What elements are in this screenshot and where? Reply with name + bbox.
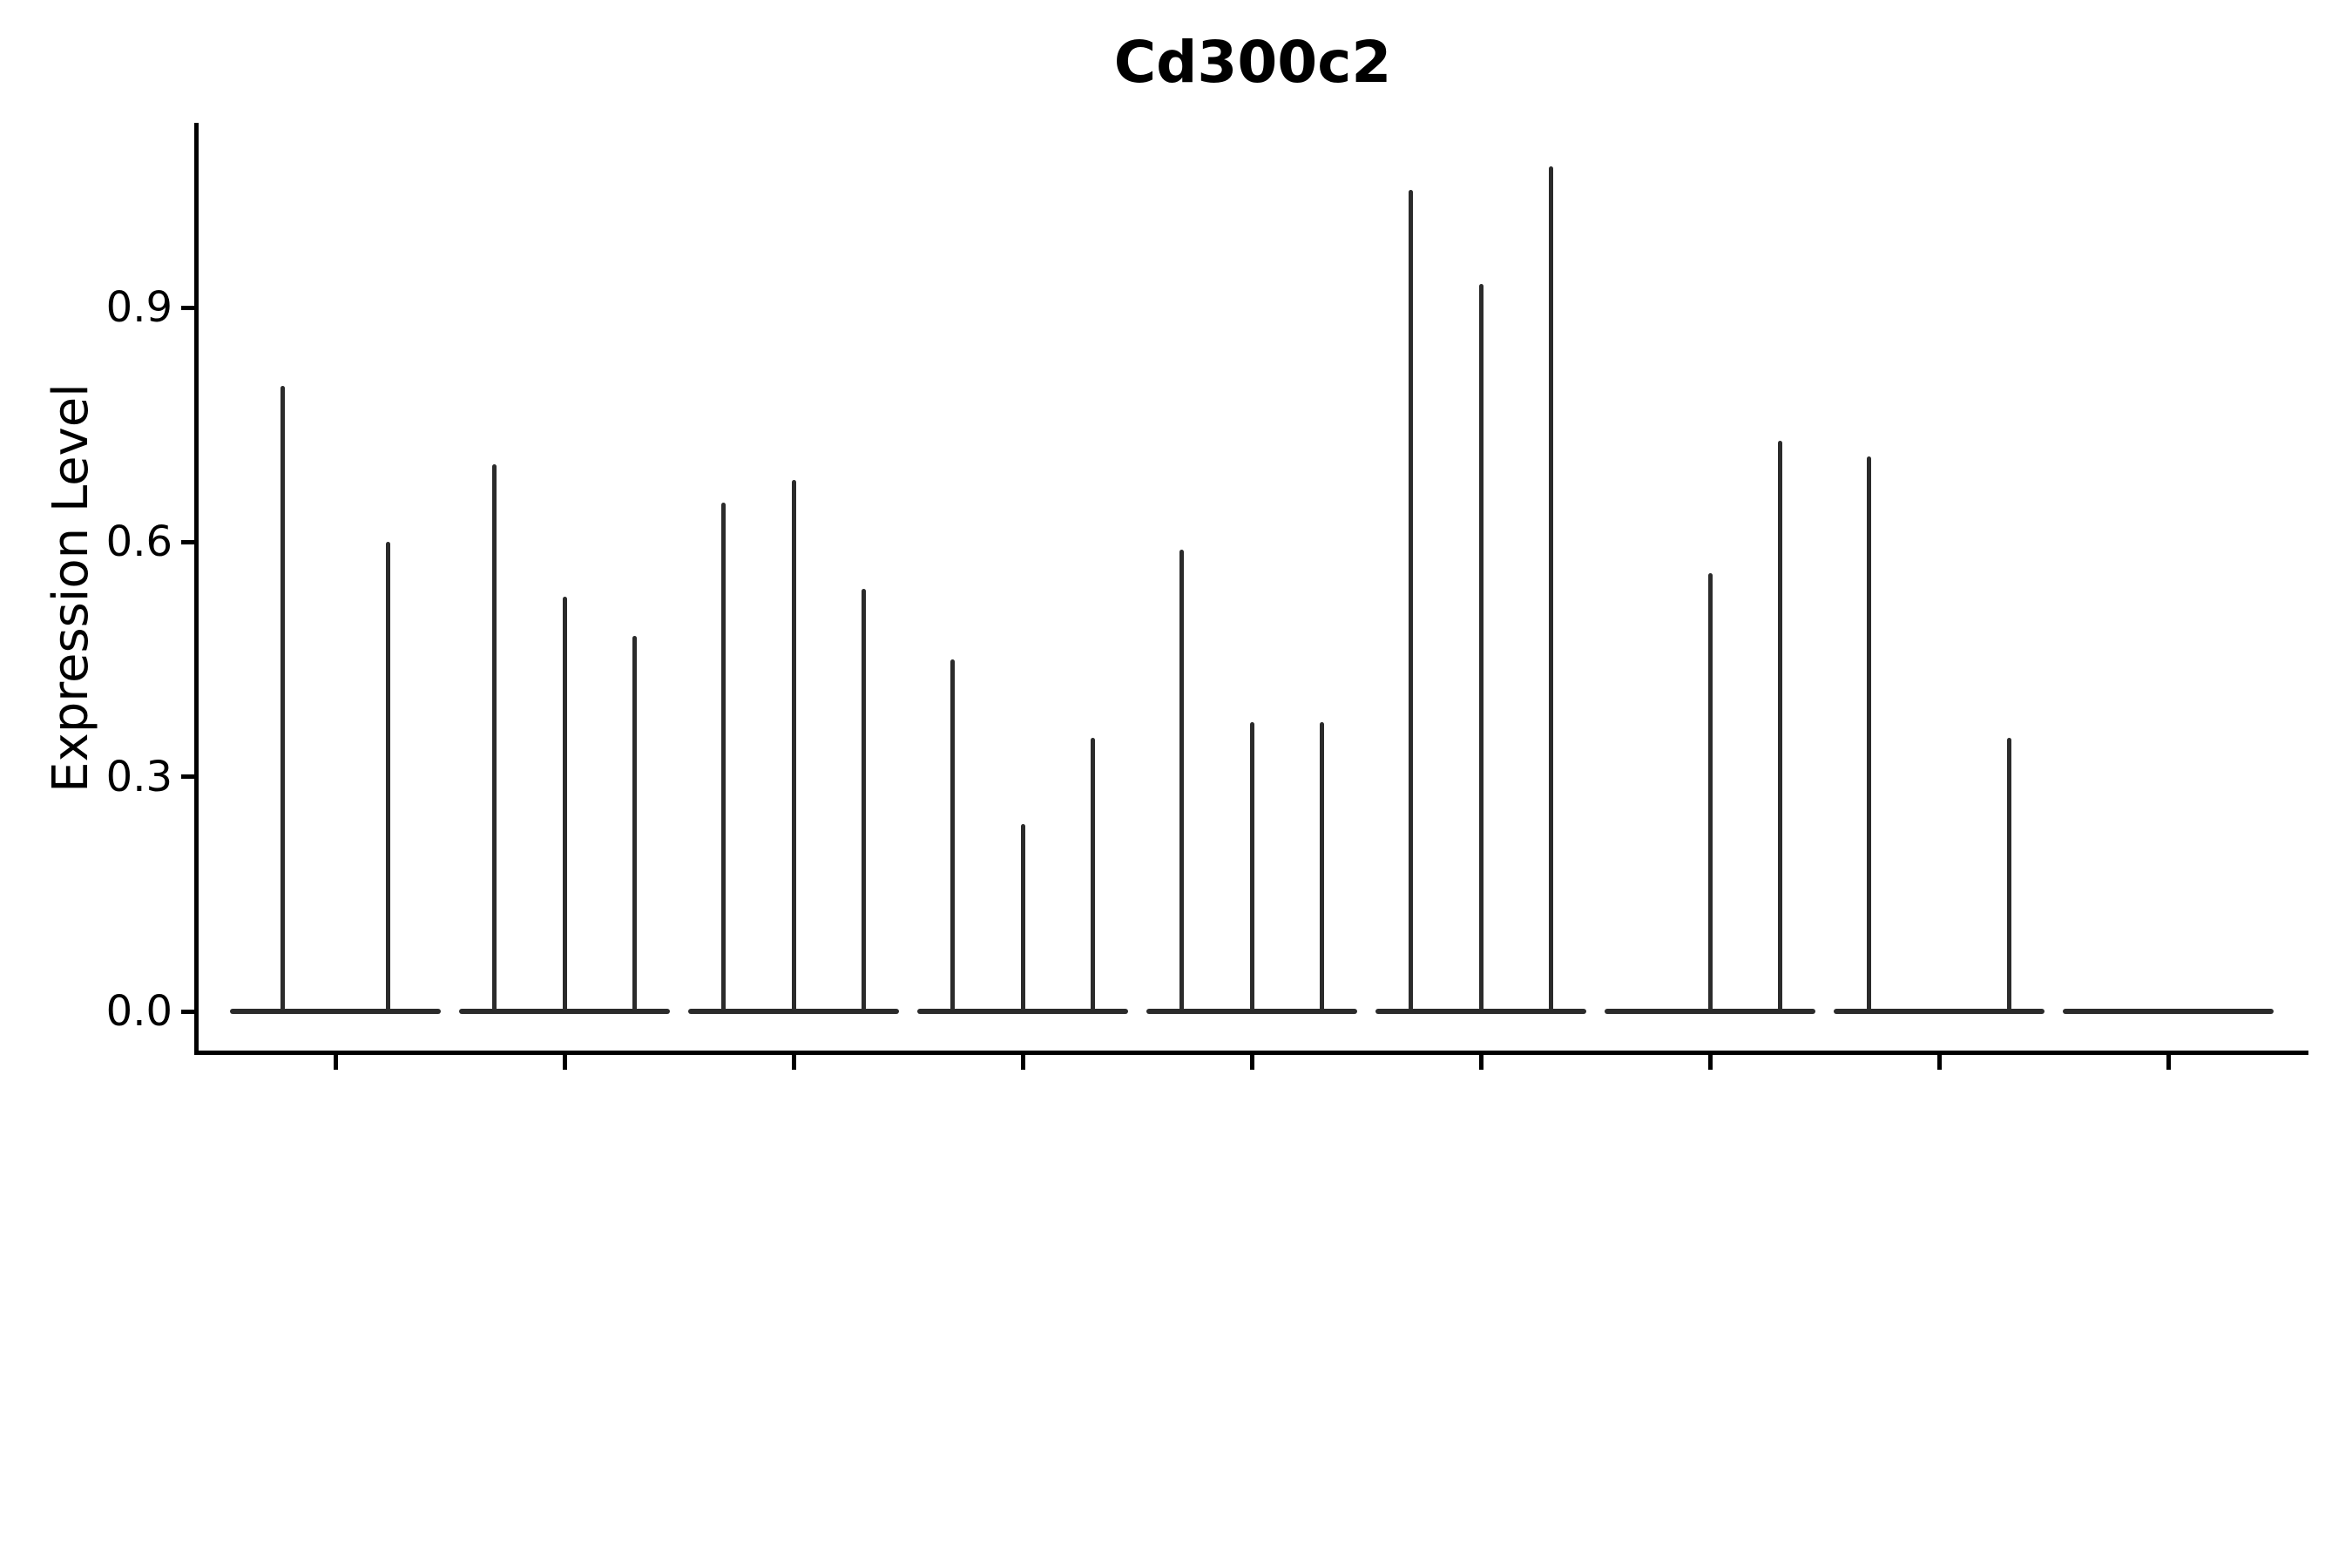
y-tick-label: 0.9 xyxy=(105,283,172,333)
violin-spike xyxy=(2007,737,2012,1013)
violin-spike xyxy=(1249,721,1254,1013)
violin-spike xyxy=(720,503,726,1013)
y-tick xyxy=(181,539,197,544)
x-axis-spine xyxy=(194,1051,2308,1055)
violin-spike xyxy=(386,542,390,1013)
violin-spike xyxy=(1091,737,1096,1013)
violin-spike xyxy=(950,659,955,1013)
y-tick-label: 0.3 xyxy=(105,752,172,801)
violin-spike xyxy=(1020,823,1025,1013)
violin-spike xyxy=(1778,440,1783,1013)
x-tick xyxy=(1936,1053,1942,1070)
x-tick xyxy=(1707,1053,1713,1070)
violin-spike xyxy=(1549,166,1554,1013)
violin-spike xyxy=(280,385,285,1013)
violin-spike xyxy=(1179,550,1184,1013)
violin-spike xyxy=(1320,721,1325,1013)
x-tick xyxy=(1249,1053,1254,1070)
y-tick xyxy=(181,305,197,310)
violin-spike xyxy=(791,479,796,1013)
violin-spike xyxy=(1408,190,1413,1013)
violin-spike xyxy=(862,589,867,1013)
y-tick xyxy=(181,1009,197,1014)
violin-baseline xyxy=(1834,1009,2044,1014)
violin-spike xyxy=(632,636,638,1013)
violin-spike xyxy=(1478,284,1484,1013)
x-tick xyxy=(2166,1053,2171,1070)
y-tick-label: 0.0 xyxy=(105,987,172,1036)
y-tick xyxy=(181,774,197,780)
violin-spike xyxy=(562,597,567,1013)
y-axis-spine xyxy=(194,123,199,1055)
x-tick xyxy=(791,1053,796,1070)
x-tick xyxy=(333,1053,338,1070)
x-tick xyxy=(562,1053,567,1070)
x-tick xyxy=(1020,1053,1025,1070)
violin-baseline xyxy=(2063,1009,2274,1014)
violin-spike xyxy=(1866,456,1871,1013)
chart-title: Cd300c2 xyxy=(1113,29,1392,96)
x-tick xyxy=(1478,1053,1484,1070)
violin-spike xyxy=(491,463,497,1013)
y-tick-label: 0.6 xyxy=(105,517,172,567)
violin-spike xyxy=(1707,573,1713,1013)
violin-baseline xyxy=(230,1009,441,1014)
